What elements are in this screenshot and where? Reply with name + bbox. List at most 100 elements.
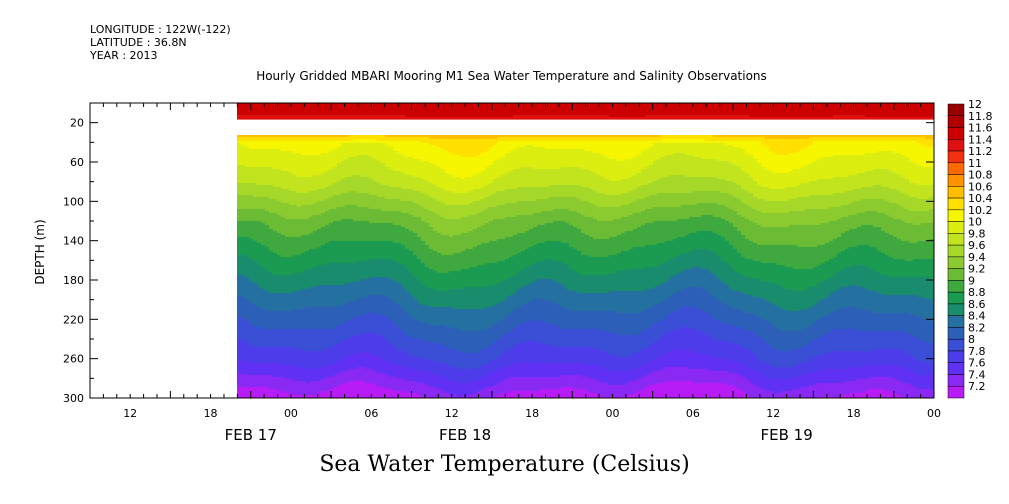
heatmap-cell xyxy=(329,305,334,308)
heatmap-cell xyxy=(333,203,338,206)
heatmap-cell xyxy=(313,227,318,230)
heatmap-cell xyxy=(245,253,250,256)
heatmap-cell xyxy=(289,355,294,358)
heatmap-cell xyxy=(261,289,266,292)
heatmap-cell xyxy=(237,161,242,164)
heatmap-cell xyxy=(265,247,270,250)
heatmap-cell xyxy=(325,347,330,350)
heatmap-cell xyxy=(269,167,274,170)
heatmap-cell xyxy=(249,175,254,178)
heatmap-cell xyxy=(273,341,278,344)
heatmap-cell xyxy=(309,245,314,248)
heatmap-cell xyxy=(329,225,334,228)
heatmap-cell xyxy=(321,317,326,320)
heatmap-cell xyxy=(285,345,290,348)
heatmap-cell xyxy=(297,151,302,154)
heatmap-cell xyxy=(305,197,310,200)
heatmap-cell xyxy=(269,279,274,282)
heatmap-cell xyxy=(333,253,338,256)
heatmap-cell xyxy=(329,373,334,376)
heatmap-cell xyxy=(257,255,262,258)
heatmap-cell xyxy=(317,157,322,160)
heatmap-cell xyxy=(305,221,310,224)
heatmap-cell xyxy=(241,135,246,138)
heatmap-cell xyxy=(277,351,282,354)
heatmap-cell xyxy=(305,307,310,310)
heatmap-cell xyxy=(241,215,246,218)
heatmap-cell xyxy=(313,281,318,284)
heatmap-cell xyxy=(301,159,306,162)
heatmap-cell xyxy=(237,147,242,150)
heatmap-cell xyxy=(329,249,334,252)
heatmap-cell xyxy=(269,295,274,298)
heatmap-cell xyxy=(281,243,286,246)
heatmap-cell xyxy=(249,185,254,188)
heatmap-cell xyxy=(253,209,258,212)
heatmap-cell xyxy=(321,331,326,334)
heatmap-cell xyxy=(241,195,246,198)
heatmap-cell xyxy=(297,257,302,260)
heatmap-cell xyxy=(297,211,302,214)
heatmap-cell xyxy=(301,367,306,370)
heatmap-cell xyxy=(309,139,314,142)
heatmap-cell xyxy=(301,333,306,336)
heatmap-cell xyxy=(237,241,242,244)
heatmap-cell xyxy=(321,203,326,206)
heatmap-cell xyxy=(333,219,338,222)
heatmap-cell xyxy=(329,263,334,266)
heatmap-cell xyxy=(297,175,302,178)
heatmap-cell xyxy=(253,197,258,200)
heatmap-cell xyxy=(253,249,258,252)
heatmap-cell xyxy=(249,325,254,328)
heatmap-cell xyxy=(325,253,330,256)
heatmap-cell xyxy=(305,359,310,362)
heatmap-cell xyxy=(277,109,282,112)
heatmap-cell xyxy=(301,387,306,390)
heatmap-cell xyxy=(273,117,278,120)
heatmap-cell xyxy=(317,219,322,222)
heatmap-cell xyxy=(293,227,298,230)
heatmap-cell xyxy=(257,173,262,176)
heatmap-cell xyxy=(289,335,294,338)
heatmap-cell xyxy=(301,139,306,142)
heatmap-cell xyxy=(377,117,382,120)
heatmap-cell xyxy=(237,247,242,250)
heatmap-cell xyxy=(273,149,278,152)
heatmap-cell xyxy=(237,385,242,388)
heatmap-cell xyxy=(245,105,250,108)
heatmap-cell xyxy=(317,235,322,238)
heatmap-cell xyxy=(261,111,266,114)
heatmap-cell xyxy=(261,203,266,206)
heatmap-cell xyxy=(257,249,262,252)
heatmap-cell xyxy=(281,291,286,294)
heatmap-cell xyxy=(249,109,254,112)
heatmap-cell xyxy=(249,395,254,398)
heatmap-cell xyxy=(333,147,338,150)
heatmap-cell xyxy=(325,333,330,336)
heatmap-cell xyxy=(305,169,310,172)
heatmap-cell xyxy=(329,387,334,390)
heatmap-cell xyxy=(281,257,286,260)
heatmap-cell xyxy=(293,235,298,238)
heatmap-cell xyxy=(261,363,266,366)
heatmap-cell xyxy=(309,351,314,354)
heatmap-cell xyxy=(309,325,314,328)
heatmap-cell xyxy=(237,261,242,264)
heatmap-cell xyxy=(309,261,314,264)
heatmap-cell xyxy=(297,181,302,184)
heatmap-cell xyxy=(253,343,258,346)
heatmap-cell xyxy=(265,231,270,234)
heatmap-cell xyxy=(313,197,318,200)
heatmap-cell xyxy=(309,255,314,258)
heatmap-cell xyxy=(273,137,278,140)
heatmap-cell xyxy=(249,389,254,392)
heatmap-cell xyxy=(241,361,246,364)
heatmap-cell xyxy=(253,329,258,332)
heatmap-cell xyxy=(281,293,286,296)
heatmap-cell xyxy=(297,315,302,318)
heatmap-cell xyxy=(253,219,258,222)
heatmap-cell xyxy=(245,335,250,338)
heatmap-cell xyxy=(273,239,278,242)
heatmap-cell xyxy=(329,297,334,300)
heatmap-cell xyxy=(261,217,266,220)
